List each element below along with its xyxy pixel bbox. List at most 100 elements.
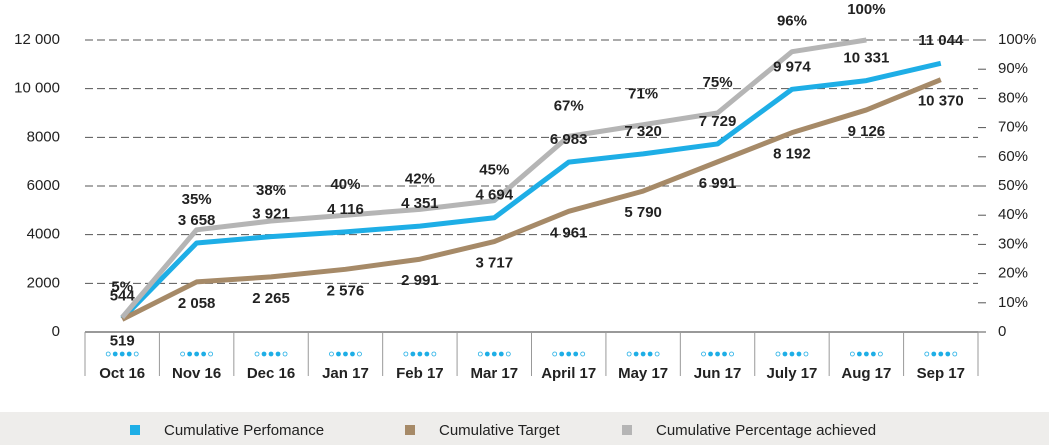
data-label: 2 576 xyxy=(327,282,365,299)
data-label: 2 058 xyxy=(178,295,216,312)
x-tick-label: Nov 16 xyxy=(172,365,221,382)
data-label: 6 991 xyxy=(699,175,737,192)
axis-dot xyxy=(105,351,111,357)
y2-tick-label: 40% xyxy=(998,206,1028,223)
series-line xyxy=(120,60,942,321)
y-tick-label: 10 000 xyxy=(14,80,60,97)
y2-tick-label: 50% xyxy=(998,177,1028,194)
axis-dot xyxy=(708,351,713,357)
data-label: 10 370 xyxy=(918,93,964,110)
axis-dot xyxy=(357,351,362,357)
axis-dot xyxy=(491,351,497,357)
data-label: 35% xyxy=(182,191,212,208)
axis-dot xyxy=(477,351,483,357)
axis-dot xyxy=(580,351,586,357)
x-tick-label: Feb 17 xyxy=(396,365,444,382)
data-label: 5 790 xyxy=(624,204,662,221)
axis-dot xyxy=(484,351,490,357)
legend-label: Cumulative Perfomance xyxy=(164,422,324,439)
series-line xyxy=(121,77,942,322)
axis-dot xyxy=(877,351,883,357)
axis-dot xyxy=(254,351,260,357)
axis-dot xyxy=(938,351,944,357)
x-tick-label: Jun 17 xyxy=(694,365,742,382)
x-tick-label: Oct 16 xyxy=(99,365,145,382)
series-line xyxy=(120,37,867,320)
axis-dot xyxy=(931,351,937,357)
data-label: 75% xyxy=(703,74,733,91)
data-label: 4 961 xyxy=(550,224,588,241)
y-tick-label: 2000 xyxy=(27,274,60,291)
axis-dot xyxy=(112,351,118,357)
y-tick-label: 6000 xyxy=(27,177,60,194)
axis-dot xyxy=(803,351,809,357)
axis-dot xyxy=(722,351,727,357)
axis-dot xyxy=(789,351,795,357)
y2-tick-label: 0 xyxy=(998,323,1006,340)
data-label: 8 192 xyxy=(773,146,811,163)
legend-band xyxy=(0,412,1049,445)
legend-swatch xyxy=(130,425,140,435)
data-label: 71% xyxy=(628,86,658,103)
x-tick-label: Aug 17 xyxy=(841,365,891,382)
axis-dot xyxy=(715,351,720,357)
x-tick-label: July 17 xyxy=(767,365,818,382)
legend-swatch xyxy=(622,425,632,435)
axis-dot xyxy=(194,351,200,357)
x-tick-label: May 17 xyxy=(618,365,668,382)
x-tick-label: April 17 xyxy=(541,365,596,382)
y2-tick-label: 90% xyxy=(998,60,1028,77)
axis-dot xyxy=(431,351,437,357)
data-label: 100% xyxy=(847,1,885,18)
y2-tick-label: 70% xyxy=(998,119,1028,136)
x-tick-label: Dec 16 xyxy=(247,365,295,382)
y2-tick-label: 80% xyxy=(998,89,1028,106)
axis-dot xyxy=(498,351,504,357)
data-label: 11 044 xyxy=(918,32,964,49)
axis-dot xyxy=(180,351,186,357)
axis-dot xyxy=(282,351,288,357)
axis-dot xyxy=(417,351,423,357)
axis-dot xyxy=(552,351,558,357)
axis-dot xyxy=(343,351,348,357)
y2-tick-label: 60% xyxy=(998,148,1028,165)
x-tick-label: Sep 17 xyxy=(917,365,965,382)
y2-tick-label: 30% xyxy=(998,235,1028,252)
axis-dot xyxy=(133,351,139,357)
data-label: 38% xyxy=(256,182,286,199)
y2-tick-label: 10% xyxy=(998,294,1028,311)
y-tick-label: 8000 xyxy=(27,128,60,145)
axis-dot xyxy=(856,351,862,357)
data-label: 7 729 xyxy=(699,113,737,130)
axis-dot xyxy=(126,351,132,357)
axis-dot xyxy=(647,351,653,357)
axis-dot xyxy=(410,351,416,357)
data-label: 5% xyxy=(111,278,133,295)
axis-dot xyxy=(208,351,214,357)
data-label: 9 974 xyxy=(773,58,811,75)
axis-dot xyxy=(701,351,706,357)
data-label: 4 351 xyxy=(401,195,439,212)
axis-dot xyxy=(559,351,565,357)
y2-tick-label: 100% xyxy=(998,31,1036,48)
y-tick-label: 0 xyxy=(52,323,60,340)
y-tick-label: 4000 xyxy=(27,226,60,243)
y-tick-label: 12 000 xyxy=(14,31,60,48)
axis-dot xyxy=(566,351,572,357)
axis-dot xyxy=(626,351,632,357)
data-label: 6 983 xyxy=(550,131,588,148)
axis-dot xyxy=(268,351,274,357)
legend-label: Cumulative Percentage achieved xyxy=(656,422,876,439)
x-tick-label: Jan 17 xyxy=(322,365,369,382)
legend-label: Cumulative Target xyxy=(439,422,560,439)
axis-dot xyxy=(275,351,281,357)
axis-dot xyxy=(505,351,511,357)
data-label: 42% xyxy=(405,170,435,187)
axis-dot xyxy=(573,351,579,357)
axis-dot xyxy=(782,351,788,357)
data-label: 519 xyxy=(110,332,135,349)
data-label: 9 126 xyxy=(848,123,886,140)
data-label: 3 658 xyxy=(178,212,216,229)
axis-dot xyxy=(336,351,341,357)
axis-dot xyxy=(654,351,660,357)
